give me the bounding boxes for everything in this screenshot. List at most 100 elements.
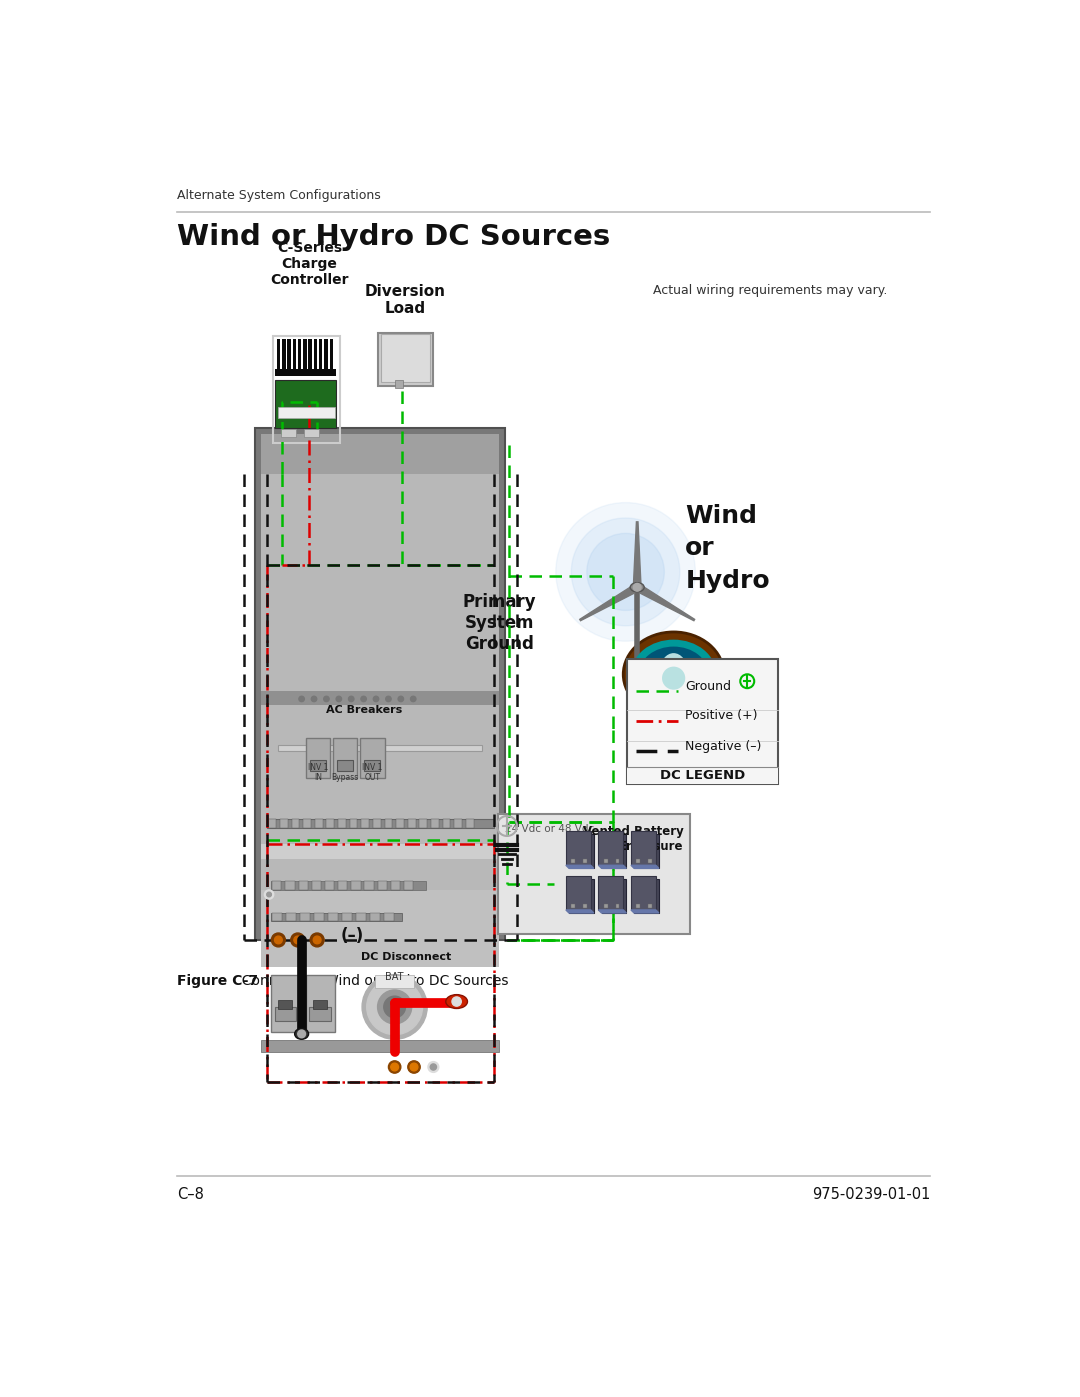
- Bar: [636, 904, 640, 908]
- Circle shape: [274, 936, 282, 944]
- Text: Ground: Ground: [685, 680, 731, 693]
- Bar: [616, 859, 619, 863]
- Ellipse shape: [662, 666, 685, 690]
- Circle shape: [633, 584, 642, 591]
- Circle shape: [367, 979, 422, 1035]
- Bar: [373, 819, 380, 828]
- Bar: [351, 880, 361, 890]
- Bar: [350, 819, 357, 828]
- Circle shape: [362, 975, 428, 1039]
- Bar: [404, 880, 414, 890]
- Polygon shape: [631, 865, 659, 869]
- Circle shape: [408, 1060, 420, 1073]
- Bar: [369, 914, 380, 921]
- Text: INV 1
IN: INV 1 IN: [308, 763, 328, 782]
- Bar: [279, 745, 482, 752]
- Bar: [408, 819, 416, 828]
- Bar: [360, 738, 384, 778]
- Ellipse shape: [685, 683, 708, 697]
- Bar: [279, 1000, 293, 1009]
- Bar: [338, 880, 348, 890]
- Bar: [261, 434, 499, 474]
- Circle shape: [311, 696, 316, 701]
- Text: AC Breakers: AC Breakers: [325, 705, 402, 715]
- Circle shape: [271, 933, 285, 947]
- Bar: [326, 819, 334, 828]
- Bar: [312, 880, 321, 890]
- Bar: [569, 834, 594, 869]
- Bar: [571, 859, 576, 863]
- Bar: [281, 429, 296, 437]
- Circle shape: [391, 1063, 399, 1071]
- Bar: [604, 904, 608, 908]
- Text: Hydro: Hydro: [685, 569, 770, 592]
- Bar: [303, 819, 311, 828]
- Circle shape: [298, 1030, 306, 1038]
- Circle shape: [386, 696, 391, 701]
- Bar: [255, 427, 505, 940]
- Bar: [648, 904, 652, 908]
- Text: INV 1
OUT: INV 1 OUT: [362, 763, 382, 782]
- Bar: [314, 914, 324, 921]
- Bar: [364, 760, 380, 771]
- Bar: [338, 819, 346, 828]
- Bar: [273, 335, 340, 443]
- Bar: [285, 880, 295, 890]
- Text: Bypass: Bypass: [332, 773, 359, 782]
- Polygon shape: [598, 909, 626, 914]
- Bar: [261, 844, 499, 859]
- Bar: [319, 338, 323, 376]
- Bar: [566, 831, 591, 865]
- Bar: [381, 334, 430, 381]
- Bar: [378, 334, 433, 386]
- Bar: [384, 819, 392, 828]
- Polygon shape: [631, 909, 659, 914]
- Bar: [598, 831, 623, 865]
- Bar: [261, 1039, 499, 1052]
- Bar: [306, 975, 335, 1032]
- Text: 24 Vdc or 48 Vdc: 24 Vdc or 48 Vdc: [505, 824, 595, 834]
- Bar: [324, 338, 327, 376]
- Circle shape: [336, 696, 341, 701]
- Text: Primary
System
Ground: Primary System Ground: [462, 594, 536, 652]
- Text: Wind or Hydro DC Sources: Wind or Hydro DC Sources: [177, 222, 610, 251]
- Text: Connecting Wind or Hydro DC Sources: Connecting Wind or Hydro DC Sources: [232, 974, 509, 988]
- Bar: [333, 738, 357, 778]
- Bar: [455, 819, 462, 828]
- Bar: [364, 880, 374, 890]
- Bar: [498, 814, 690, 933]
- Polygon shape: [598, 865, 626, 869]
- Ellipse shape: [660, 654, 687, 687]
- Text: Figure C-7: Figure C-7: [177, 974, 258, 988]
- Circle shape: [430, 1065, 436, 1070]
- Bar: [298, 338, 301, 376]
- Bar: [362, 819, 369, 828]
- Bar: [598, 876, 623, 909]
- Ellipse shape: [638, 647, 708, 703]
- Circle shape: [313, 936, 321, 944]
- Circle shape: [310, 933, 324, 947]
- Circle shape: [378, 990, 411, 1024]
- Text: C-Series
Charge
Controller: C-Series Charge Controller: [270, 240, 349, 286]
- Bar: [627, 767, 779, 784]
- Bar: [627, 659, 779, 784]
- Bar: [287, 338, 291, 376]
- Bar: [267, 819, 494, 828]
- Bar: [636, 859, 640, 863]
- Text: DC LEGEND: DC LEGEND: [660, 770, 745, 782]
- Text: Wind: Wind: [685, 504, 757, 528]
- Bar: [443, 819, 450, 828]
- Bar: [282, 338, 285, 376]
- Bar: [337, 760, 353, 771]
- Circle shape: [571, 518, 679, 626]
- Bar: [275, 369, 336, 376]
- Text: Actual wiring requirements may vary.: Actual wiring requirements may vary.: [652, 284, 887, 298]
- Bar: [634, 834, 659, 869]
- Bar: [396, 819, 404, 828]
- Ellipse shape: [295, 1028, 309, 1039]
- Circle shape: [294, 936, 301, 944]
- Bar: [648, 859, 652, 863]
- Circle shape: [291, 933, 305, 947]
- Circle shape: [349, 696, 354, 701]
- Bar: [276, 338, 281, 376]
